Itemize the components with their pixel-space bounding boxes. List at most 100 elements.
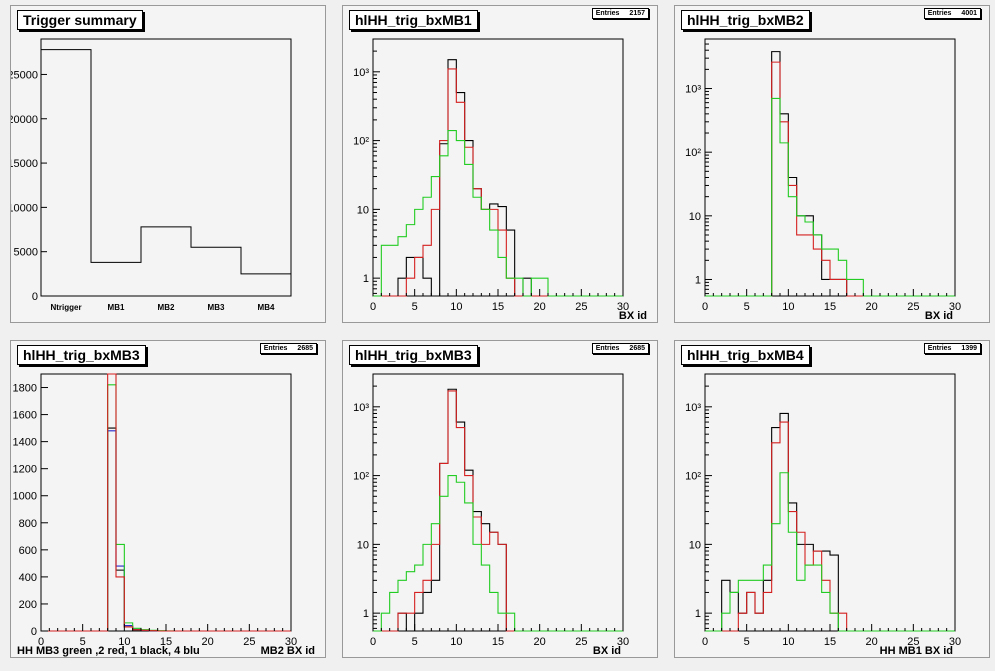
y-tick-label: 10 (357, 539, 369, 551)
x-tick-label: 10 (782, 636, 794, 648)
x-axis-label: HH MB1 BX id (879, 645, 953, 657)
y-tick-label: 0 (32, 291, 38, 303)
stats-box: Entries 4001 (923, 8, 981, 19)
chart-title: hlHH_trig_bxMB1 (349, 10, 478, 30)
stats-box: Entries 2685 (591, 343, 649, 354)
y-tick-label: 5000 (14, 247, 38, 259)
stats-value: 4001 (961, 10, 977, 17)
stats-label: Entries (263, 345, 288, 352)
x-tick-label: 5 (412, 636, 418, 648)
x-tick-label: 30 (949, 301, 961, 313)
y-tick-label: 400 (19, 572, 37, 584)
x-tick-label: 0 (370, 301, 376, 313)
x-axis-label: BX id (592, 645, 621, 657)
stats-box: Entries 1399 (923, 343, 981, 354)
y-tick-label: 10² (353, 136, 369, 148)
x-tick-label: 30 (285, 636, 297, 648)
x-tick-label: 5 (744, 636, 750, 648)
y-tick-label: 25000 (11, 69, 38, 81)
stats-value: 2685 (297, 345, 313, 352)
x-tick-label: 5 (80, 636, 86, 648)
y-tick-label: 10³ (685, 402, 701, 414)
plot-frame (40, 38, 292, 297)
stats-value: 1399 (961, 345, 977, 352)
x-tick-label: MB1 (108, 303, 125, 312)
y-tick-label: 1600 (13, 410, 37, 422)
stats-box: Entries 2157 (591, 8, 649, 19)
panel-trigger-summary: Ntrigger MB1 MB2 MB3 MB4 0 5000 10000 15000 20000… (10, 5, 326, 323)
y-tick-label: 1000 (13, 491, 37, 503)
chart-title: hlHH_trig_bxMB4 (681, 345, 810, 365)
y-tick-label: 200 (19, 599, 37, 611)
chart-title: hlHH_trig_bxMB3 (17, 345, 146, 365)
stats-label: Entries (927, 10, 952, 17)
y-tick-label: 1800 (13, 383, 37, 395)
chart-bxmb4: 0 5 10 15 20 25 30 1 10 10² 10³ (685, 373, 961, 648)
x-tick-label: MB4 (258, 303, 275, 312)
x-tick-label: 10 (450, 636, 462, 648)
x-tick-label: 10 (450, 301, 462, 313)
x-tick-label: 15 (492, 636, 504, 648)
chart-title: hlHH_trig_bxMB3 (349, 345, 478, 365)
x-tick-label: 25 (575, 636, 587, 648)
y-tick-label: 10² (685, 471, 701, 483)
x-axis-label: MB2 BX id (260, 645, 315, 657)
x-tick-label: 5 (744, 301, 750, 313)
y-tick-label: 1 (695, 274, 701, 286)
x-tick-label: 30 (949, 636, 961, 648)
y-tick-label: 1 (363, 608, 369, 620)
y-tick-label: 10² (685, 147, 701, 159)
bar-ntrigger (41, 50, 91, 296)
x-tick-label: 20 (202, 636, 214, 648)
series-green (373, 475, 623, 632)
x-tick-label: 25 (907, 301, 919, 313)
x-tick-label: MB3 (208, 303, 225, 312)
x-tick-label: 5 (412, 301, 418, 313)
y-tick-label: 0 (31, 626, 37, 638)
summary-histogram (40, 49, 292, 296)
x-tick-label: 30 (617, 301, 629, 313)
y-tick-label: 10³ (685, 84, 701, 96)
stats-value: 2685 (629, 345, 645, 352)
chart-bxmb3-linear: 0 5 10 15 20 25 30 0 200 400 600 800 1000 1200 1400 160… (13, 373, 297, 648)
plot-frame (704, 38, 956, 297)
chart-title: Trigger summary (17, 10, 143, 30)
x-tick-label: 0 (702, 301, 708, 313)
series-green (705, 97, 955, 297)
y-tick-label: 10³ (353, 67, 369, 79)
chart-title: hlHH_trig_bxMB2 (681, 10, 810, 30)
x-tick-label: 20 (534, 301, 546, 313)
panel-bxmb1: 0 5 10 15 20 25 30 1 10 10² 10³ hlHH_trig_bxMB1 En… (342, 5, 658, 323)
y-tick-label: 800 (19, 518, 37, 530)
stats-label: Entries (595, 10, 620, 17)
chart-bxmb2: 0 5 10 15 20 25 30 1 10 10² 10³ (685, 38, 961, 313)
bar-mb4 (241, 274, 291, 296)
y-tick-label: 10² (353, 471, 369, 483)
plot-frame (40, 373, 292, 632)
y-tick-label: 1 (363, 273, 369, 285)
x-tick-label: 25 (575, 301, 587, 313)
stats-label: Entries (595, 345, 620, 352)
x-tick-label: 0 (702, 636, 708, 648)
y-tick-label: 1400 (13, 437, 37, 449)
y-tick-label: 20000 (11, 114, 38, 126)
chart-bxmb1: 0 5 10 15 20 25 30 1 10 10² 10³ (353, 38, 629, 313)
x-tick-label: 15 (492, 301, 504, 313)
x-tick-label: 25 (243, 636, 255, 648)
panel-bxmb3-log: 0 5 10 15 20 25 30 1 10 10² 10³ hlHH_trig_bxMB3 En… (342, 340, 658, 658)
x-axis-label: BX id (618, 310, 647, 322)
x-tick-label: 20 (866, 636, 878, 648)
stats-box: Entries 2685 (259, 343, 317, 354)
x-tick-label: 0 (370, 636, 376, 648)
x-tick-label: 10 (118, 636, 130, 648)
y-tick-label: 1200 (13, 464, 37, 476)
bar-mb2 (141, 227, 191, 296)
y-tick-label: 15000 (11, 158, 38, 170)
x-tick-label: 25 (907, 636, 919, 648)
bar-mb1 (91, 262, 141, 296)
y-tick-label: 10 (689, 539, 701, 551)
x-tick-label: Ntrigger (50, 303, 81, 312)
x-axis-label: BX id (924, 310, 953, 322)
y-tick-label: 10³ (353, 402, 369, 414)
x-tick-label: 15 (824, 636, 836, 648)
